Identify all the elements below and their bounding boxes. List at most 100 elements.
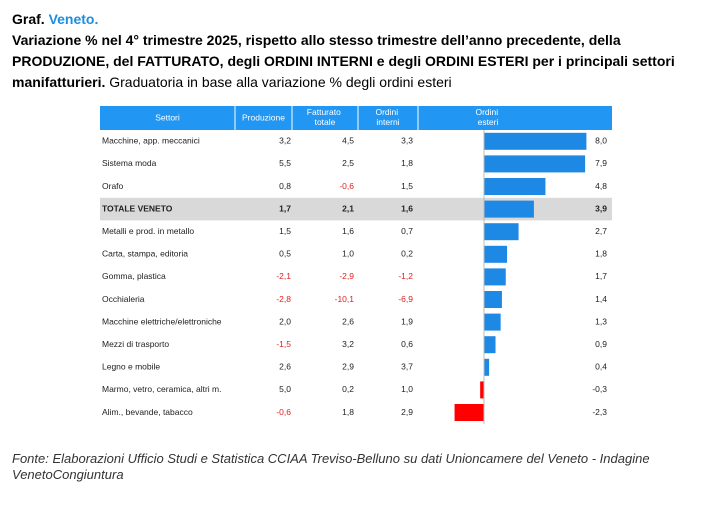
row-label: Occhialeria [102, 294, 145, 304]
bar [484, 268, 506, 286]
bar [484, 132, 587, 150]
bar [484, 291, 502, 308]
value-label: -0,6 [276, 407, 291, 417]
row-label: Macchine elettriche/elettroniche [102, 316, 222, 326]
header-line: interni [376, 117, 399, 127]
value-label: 8,0 [595, 136, 607, 146]
value-label: -2,8 [276, 294, 291, 304]
value-label: 1,5 [401, 181, 413, 191]
bar [484, 313, 501, 331]
bar [484, 155, 586, 173]
row-label: Legno e mobile [102, 362, 160, 372]
header-line: esteri [478, 117, 499, 127]
highlight-row [100, 197, 612, 221]
header-line: Ordini [375, 107, 400, 117]
bar [484, 223, 519, 241]
value-label: 1,9 [401, 316, 413, 326]
subtitle-main: Variazione % nel 4° trimestre 2025, risp… [12, 32, 675, 90]
header-line: totale [315, 117, 336, 127]
value-label: 2,9 [401, 407, 413, 417]
row-label: Marmo, vetro, ceramica, altri m. [102, 384, 222, 394]
value-label: 4,8 [595, 181, 607, 191]
header-bg [100, 106, 612, 130]
column-header: Ordini interni [375, 107, 400, 127]
value-label: 1,4 [595, 294, 607, 304]
row-label: Alim., bevande, tabacco [102, 407, 193, 417]
value-label: 2,7 [595, 226, 607, 236]
value-label: 3,7 [401, 362, 413, 372]
value-label: 2,6 [279, 362, 291, 372]
bar [484, 358, 490, 376]
row-label: Orafo [102, 181, 124, 191]
value-label: 3,3 [401, 136, 413, 146]
value-label: 0,2 [401, 249, 413, 259]
title-prefix: Graf. [12, 11, 45, 27]
value-label: 4,5 [342, 136, 354, 146]
subtitle-note: Graduatoria in base alla variazione % de… [109, 74, 452, 90]
value-label: 1,3 [595, 316, 607, 326]
bar [484, 336, 496, 354]
value-label: 1,0 [401, 384, 413, 394]
row-label: Gomma, plastica [102, 271, 166, 281]
value-label: 1,8 [401, 158, 413, 168]
value-label: 1,6 [342, 226, 354, 236]
value-label: 1,8 [595, 249, 607, 259]
title-region: Veneto. [48, 11, 99, 27]
value-label: -10,1 [335, 294, 355, 304]
value-label: 0,9 [595, 339, 607, 349]
value-label: 1,0 [342, 249, 354, 259]
value-label: -1,2 [398, 271, 413, 281]
value-label: 0,5 [279, 249, 291, 259]
value-label: 2,6 [342, 316, 354, 326]
bar [484, 200, 534, 218]
header-line: Fatturato [307, 107, 343, 117]
value-label: 7,9 [595, 158, 607, 168]
row-label: Metalli e prod. in metallo [102, 226, 194, 236]
value-label: -2,1 [276, 271, 291, 281]
title-block: Graf. Veneto. Variazione % nel 4° trimes… [12, 9, 702, 93]
column-header: Ordini esteri [475, 107, 500, 127]
column-header: Fatturato totale [307, 107, 343, 127]
value-label: -0,6 [339, 181, 354, 191]
source: Fonte: Elaborazioni Ufficio Studi e Stat… [12, 451, 650, 482]
row-label: Sistema moda [102, 158, 157, 168]
row-label: Mezzi di trasporto [102, 339, 169, 349]
row-label: Macchine, app. meccanici [102, 136, 200, 146]
value-label: 2,5 [342, 158, 354, 168]
value-label: 0,8 [279, 181, 291, 191]
value-label: -2,9 [339, 271, 354, 281]
subtitle: Variazione % nel 4° trimestre 2025, risp… [12, 30, 702, 93]
value-label: 2,1 [342, 203, 354, 213]
value-label: 0,2 [342, 384, 354, 394]
title-line: Graf. Veneto. [12, 9, 702, 30]
column-header: Settori [155, 112, 180, 122]
value-label: 0,6 [401, 339, 413, 349]
value-label: 0,4 [595, 362, 607, 372]
bar [480, 381, 484, 399]
value-label: -0,3 [592, 384, 607, 394]
value-label: 1,6 [401, 203, 413, 213]
value-label: -2,3 [592, 407, 607, 417]
value-label: 3,2 [279, 136, 291, 146]
value-label: -1,5 [276, 339, 291, 349]
bar [454, 404, 484, 421]
value-label: 1,7 [595, 271, 607, 281]
value-label: 2,9 [342, 362, 354, 372]
bar [484, 178, 546, 195]
value-label: -6,9 [398, 294, 413, 304]
value-label: 5,5 [279, 158, 291, 168]
value-label: 1,5 [279, 226, 291, 236]
header-line: Ordini [475, 107, 500, 117]
row-label: Carta, stampa, editoria [102, 249, 188, 259]
value-label: 2,0 [279, 316, 291, 326]
value-label: 5,0 [279, 384, 291, 394]
value-label: 3,9 [595, 203, 607, 213]
value-label: 3,2 [342, 339, 354, 349]
row-label: TOTALE VENETO [102, 203, 173, 213]
column-header: Produzione [242, 112, 285, 122]
bar [484, 245, 508, 263]
value-label: 1,8 [342, 407, 354, 417]
value-label: 1,7 [279, 203, 291, 213]
